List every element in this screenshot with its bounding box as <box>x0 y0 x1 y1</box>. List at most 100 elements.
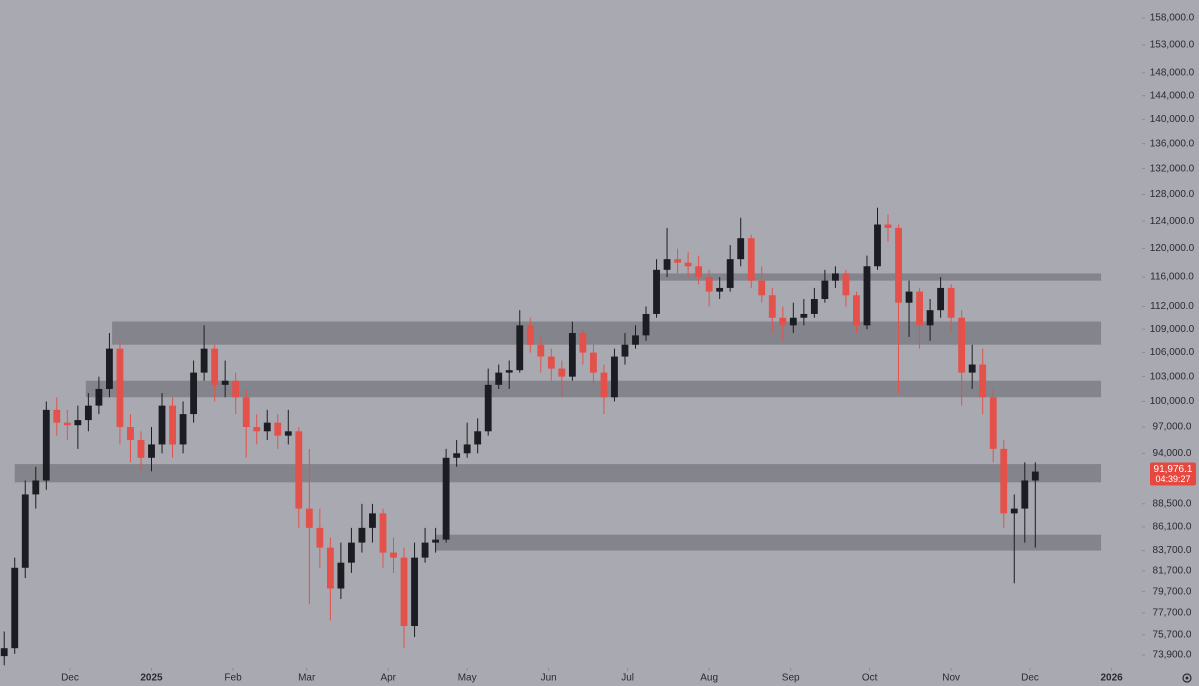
candle-body <box>547 356 555 369</box>
candle-body <box>42 409 50 481</box>
candle-body <box>863 266 871 326</box>
candle-body <box>568 333 576 377</box>
candle-body <box>53 409 61 423</box>
candle-body <box>968 364 976 373</box>
x-tick-label: Jul <box>621 673 634 684</box>
candle-body <box>621 344 629 357</box>
candle-body <box>274 422 282 436</box>
candle-body <box>516 325 524 371</box>
zone <box>435 534 1102 551</box>
y-tick-label: 153,000.0 <box>1150 40 1195 51</box>
candle-body <box>211 348 219 385</box>
candle-body <box>526 325 534 345</box>
candle-body <box>0 648 8 657</box>
settings-icon[interactable] <box>1182 673 1192 683</box>
candle-body <box>11 567 19 649</box>
y-tick-label: 158,000.0 <box>1150 13 1195 24</box>
candle-body <box>411 557 418 626</box>
y-tick-label: 124,000.0 <box>1150 216 1195 227</box>
x-tick-label: Jun <box>541 673 557 684</box>
y-tick-label: 116,000.0 <box>1150 272 1194 283</box>
candle-body <box>768 295 776 318</box>
candle-body <box>589 352 597 373</box>
x-tick-label: Aug <box>700 673 718 684</box>
candle-body <box>190 372 198 415</box>
last-price-label: 91,976.1 <box>1154 464 1193 475</box>
candle-body <box>32 480 40 495</box>
y-tick-label: 148,000.0 <box>1150 67 1195 78</box>
candle-body <box>842 273 850 296</box>
candle-body <box>642 313 650 336</box>
candle-body <box>611 356 618 398</box>
candle-body <box>758 280 766 296</box>
x-tick-label: Sep <box>782 673 800 684</box>
candles <box>0 207 1039 666</box>
y-tick-label: 79,700.0 <box>1153 586 1192 597</box>
candle-body <box>495 372 503 385</box>
candle-body <box>632 335 639 345</box>
candle-body <box>463 444 471 454</box>
candle-body <box>453 453 461 458</box>
y-tick-label: 103,000.0 <box>1150 371 1195 382</box>
candle-body <box>537 344 545 357</box>
candle-body <box>400 557 408 626</box>
x-tick-label: Mar <box>298 673 316 684</box>
x-tick-label: Feb <box>224 673 242 684</box>
candle-body <box>442 457 450 540</box>
candle-body <box>674 259 682 263</box>
countdown: 04:39:27 <box>1155 474 1190 484</box>
x-tick-label: 2026 <box>1100 673 1123 684</box>
x-tick-label: Dec <box>1021 673 1039 684</box>
y-tick-label: 97,000.0 <box>1153 422 1192 433</box>
candle-body <box>421 542 429 558</box>
candle-body <box>821 280 829 299</box>
x-tick-label: Dec <box>61 673 79 684</box>
candle-body <box>127 426 134 441</box>
y-tick-label: 106,000.0 <box>1150 347 1195 358</box>
candle-body <box>874 224 881 267</box>
y-tick-label: 86,100.0 <box>1153 522 1192 533</box>
candle-body <box>1021 480 1029 509</box>
last-price-box <box>1150 462 1196 486</box>
candle-body <box>200 348 208 373</box>
candle-body <box>74 420 82 426</box>
candle-body <box>369 513 376 528</box>
candle-body <box>1000 448 1008 514</box>
x-tick-label: Apr <box>380 673 396 684</box>
candle-body <box>684 262 692 267</box>
candle-body <box>295 431 303 509</box>
candle-body <box>358 527 366 543</box>
candle-body <box>63 422 71 426</box>
zone <box>112 321 1102 345</box>
candle-body <box>895 227 902 303</box>
y-tick-label: 100,000.0 <box>1150 396 1195 407</box>
candle-body <box>232 380 240 398</box>
y-tick-label: 88,500.0 <box>1153 498 1192 509</box>
y-tick-label: 73,900.0 <box>1153 650 1192 661</box>
candle-body <box>137 440 145 458</box>
candle-body <box>326 547 334 589</box>
candle-body <box>926 310 934 326</box>
candle-body <box>737 238 745 260</box>
zone <box>14 464 1102 483</box>
candle-body <box>505 370 513 373</box>
candle-body <box>169 405 176 445</box>
candle-body <box>390 552 397 558</box>
y-tick-label: 132,000.0 <box>1150 163 1195 174</box>
candle-body <box>663 259 671 270</box>
candle-body <box>316 527 324 548</box>
candle-body <box>979 364 987 398</box>
candle-body <box>600 372 608 398</box>
candle-body <box>1031 471 1039 481</box>
x-tick-label: Nov <box>942 673 960 684</box>
candle-body <box>853 295 860 326</box>
x-tick-label: Oct <box>862 673 878 684</box>
x-tick-label: 2025 <box>140 673 163 684</box>
candle-body <box>989 397 997 449</box>
candle-body <box>263 422 271 432</box>
y-tick-label: 136,000.0 <box>1150 138 1195 149</box>
candle-body <box>958 317 966 373</box>
candle-body <box>21 494 29 568</box>
